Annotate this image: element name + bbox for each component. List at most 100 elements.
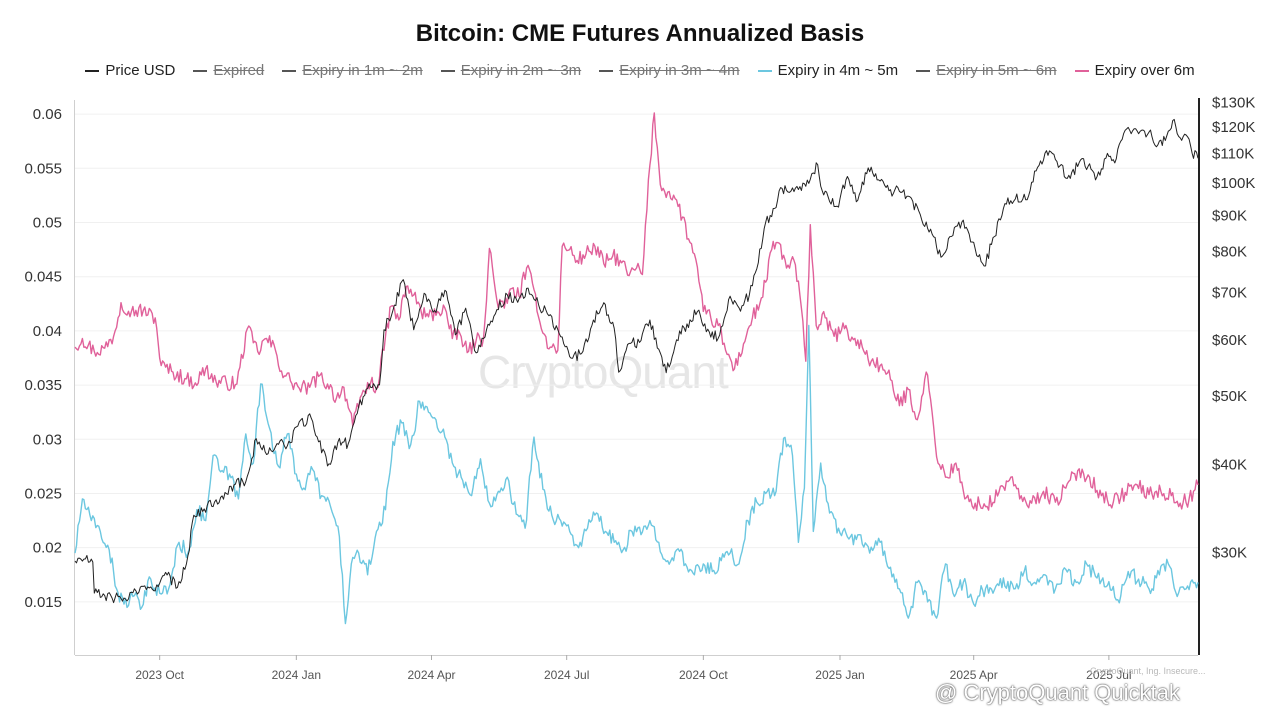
legend-item[interactable]: Price USD — [85, 62, 175, 79]
data-point — [1197, 581, 1199, 583]
data-point — [711, 570, 713, 572]
data-point — [681, 216, 683, 218]
legend-item[interactable]: Expiry in 2m ~ 3m — [440, 62, 581, 79]
data-point — [74, 560, 76, 562]
data-point — [707, 328, 709, 330]
data-point — [1185, 588, 1187, 590]
data-point — [81, 498, 83, 500]
data-point — [675, 549, 677, 551]
data-point — [375, 530, 377, 532]
data-point — [124, 598, 126, 600]
y-right-tick-label: $130K — [1212, 94, 1255, 111]
data-point — [937, 462, 939, 464]
data-point — [433, 309, 435, 311]
data-point — [503, 307, 505, 309]
data-point — [576, 259, 578, 261]
data-point — [935, 617, 937, 619]
data-point — [392, 440, 394, 442]
watermark-text: CryptoQuant — [478, 346, 729, 398]
data-point — [303, 487, 305, 489]
data-point — [641, 273, 643, 275]
data-point — [515, 513, 517, 515]
data-point — [1054, 501, 1056, 503]
data-point — [93, 350, 95, 352]
data-point — [961, 221, 963, 223]
data-point — [255, 437, 257, 439]
data-point — [799, 294, 801, 296]
data-point — [775, 206, 777, 208]
legend-item[interactable]: Expiry in 5m ~ 6m — [916, 62, 1057, 79]
attribution-text: @ CryptoQuant Quicktak — [935, 680, 1180, 705]
legend-item[interactable]: Expiry over 6m — [1074, 62, 1195, 79]
data-point — [350, 563, 352, 565]
x-tick-label: 2024 Jan — [272, 668, 321, 682]
data-point — [1010, 476, 1012, 478]
data-point — [384, 509, 386, 511]
data-point — [993, 235, 995, 237]
data-point — [384, 335, 386, 337]
y-right-tick-label: $90K — [1212, 207, 1247, 224]
data-point — [104, 594, 106, 596]
legend-label: Expiry in 1m ~ 2m — [302, 62, 423, 79]
data-point — [265, 453, 267, 455]
data-point — [154, 317, 156, 319]
data-point — [846, 175, 848, 177]
data-point — [828, 512, 830, 514]
data-point — [595, 512, 597, 514]
data-point — [465, 307, 467, 309]
legend-item[interactable]: Expiry in 1m ~ 2m — [282, 62, 423, 79]
data-point — [793, 259, 795, 261]
data-point — [444, 436, 446, 438]
data-point — [453, 465, 455, 467]
data-point — [1117, 599, 1119, 601]
data-point — [916, 581, 918, 583]
data-point — [1137, 578, 1139, 580]
data-point — [870, 360, 872, 362]
data-point — [506, 476, 508, 478]
data-point — [1160, 490, 1162, 492]
legend-label: Expiry in 4m ~ 5m — [777, 62, 899, 79]
legend-swatch — [1074, 69, 1089, 72]
legend-item[interactable]: Expiry in 4m ~ 5m — [757, 62, 899, 79]
legend-item[interactable]: Expired — [193, 62, 264, 79]
series-line — [74, 324, 1199, 625]
data-point — [172, 371, 174, 373]
data-point — [475, 352, 477, 354]
data-point — [836, 205, 838, 207]
legend-item[interactable]: Expiry in 3m ~ 4m — [599, 62, 740, 79]
data-point — [280, 370, 282, 372]
data-point — [940, 256, 942, 258]
x-tick-label: 2024 Jul — [544, 668, 589, 682]
data-point — [1044, 574, 1046, 576]
data-point — [475, 339, 477, 341]
data-point — [257, 350, 259, 352]
y-left-tick-label: 0.02 — [33, 540, 62, 557]
data-point — [674, 197, 676, 199]
data-point — [667, 191, 669, 193]
x-tick-label: 2023 Oct — [135, 668, 184, 682]
data-point — [496, 308, 498, 310]
data-point — [1197, 484, 1199, 486]
data-point — [569, 530, 571, 532]
data-point — [392, 309, 394, 311]
data-point — [649, 519, 651, 521]
data-point — [451, 337, 453, 339]
data-point — [289, 380, 291, 382]
data-point — [1105, 157, 1107, 159]
data-point — [84, 558, 86, 560]
data-point — [921, 219, 923, 221]
data-point — [998, 491, 1000, 493]
data-point — [619, 259, 621, 261]
data-point — [782, 437, 784, 439]
data-point — [791, 454, 793, 456]
data-point — [944, 563, 946, 565]
y-left-tick-label: 0.015 — [24, 594, 62, 611]
data-point — [130, 310, 132, 312]
data-point — [817, 164, 819, 166]
data-point — [1124, 491, 1126, 493]
data-point — [326, 465, 328, 467]
data-point — [1023, 570, 1025, 572]
data-point — [228, 473, 230, 475]
data-point — [537, 303, 539, 305]
data-point — [398, 319, 400, 321]
